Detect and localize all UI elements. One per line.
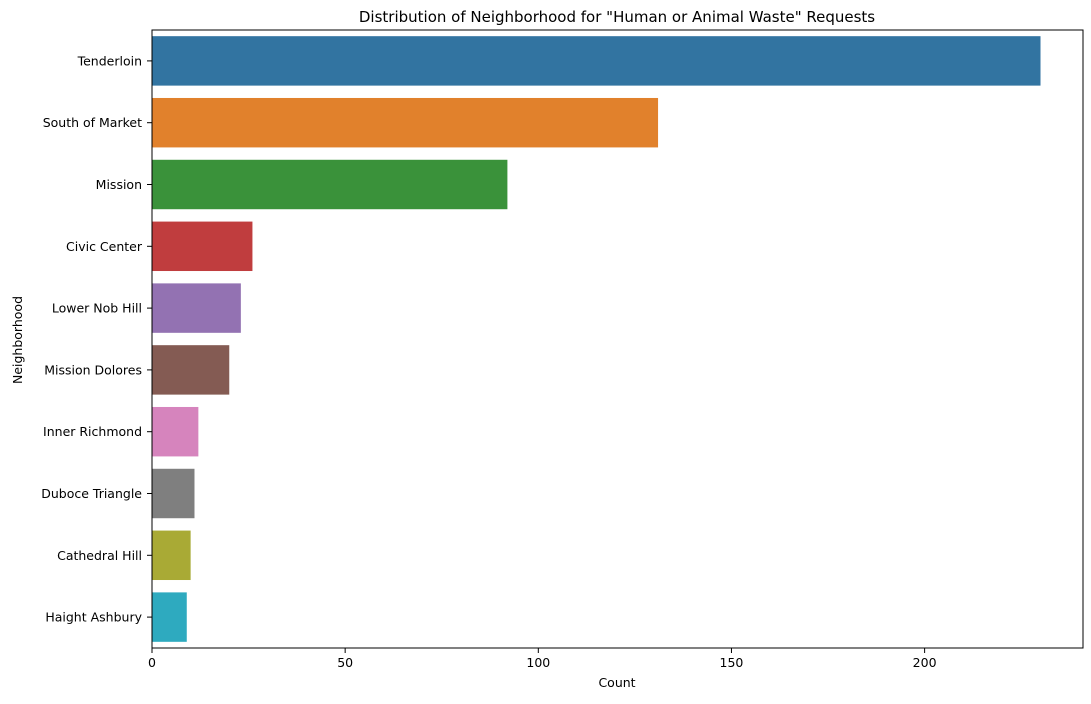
y-tick-label: South of Market bbox=[43, 115, 142, 130]
y-tick-label: Duboce Triangle bbox=[41, 486, 142, 501]
x-tick-label: 200 bbox=[913, 655, 937, 670]
axes-layer: Tenderloin South of Market Mission Civic Ce… bbox=[41, 29, 1084, 670]
x-tick-label: 150 bbox=[720, 655, 744, 670]
chart-title: Distribution of Neighborhood for "Human … bbox=[359, 8, 875, 26]
plot-frame bbox=[151, 29, 1084, 649]
bar-civic-center bbox=[152, 221, 253, 272]
x-tick-label: 50 bbox=[337, 655, 353, 670]
bar-mission-dolores bbox=[152, 345, 230, 395]
bar-haight-ashbury bbox=[152, 592, 187, 642]
y-tick-label: Cathedral Hill bbox=[57, 548, 142, 563]
y-tick-label: Mission bbox=[96, 177, 142, 192]
y-tick-label: Civic Center bbox=[66, 239, 143, 254]
bar-south-of-market bbox=[152, 97, 659, 148]
y-tick-label: Mission Dolores bbox=[44, 362, 142, 377]
x-axis-label: Count bbox=[598, 675, 635, 690]
bar-tenderloin bbox=[152, 36, 1041, 86]
y-tick-label: Tenderloin bbox=[77, 53, 142, 68]
bar-lower-nob-hill bbox=[152, 283, 241, 333]
bars-layer bbox=[152, 36, 1041, 642]
bar-inner-richmond bbox=[152, 406, 199, 457]
x-tick-label: 100 bbox=[526, 655, 550, 670]
x-tick-label: 0 bbox=[148, 655, 156, 670]
y-tick-label: Inner Richmond bbox=[43, 424, 142, 439]
y-axis-label: Neighborhood bbox=[10, 296, 25, 384]
y-tick-label: Haight Ashbury bbox=[45, 610, 142, 625]
bar-mission bbox=[152, 159, 508, 210]
y-tick-label: Lower Nob Hill bbox=[52, 301, 142, 316]
bar-cathedral-hill bbox=[152, 530, 191, 581]
bar-duboce-triangle bbox=[152, 468, 195, 519]
